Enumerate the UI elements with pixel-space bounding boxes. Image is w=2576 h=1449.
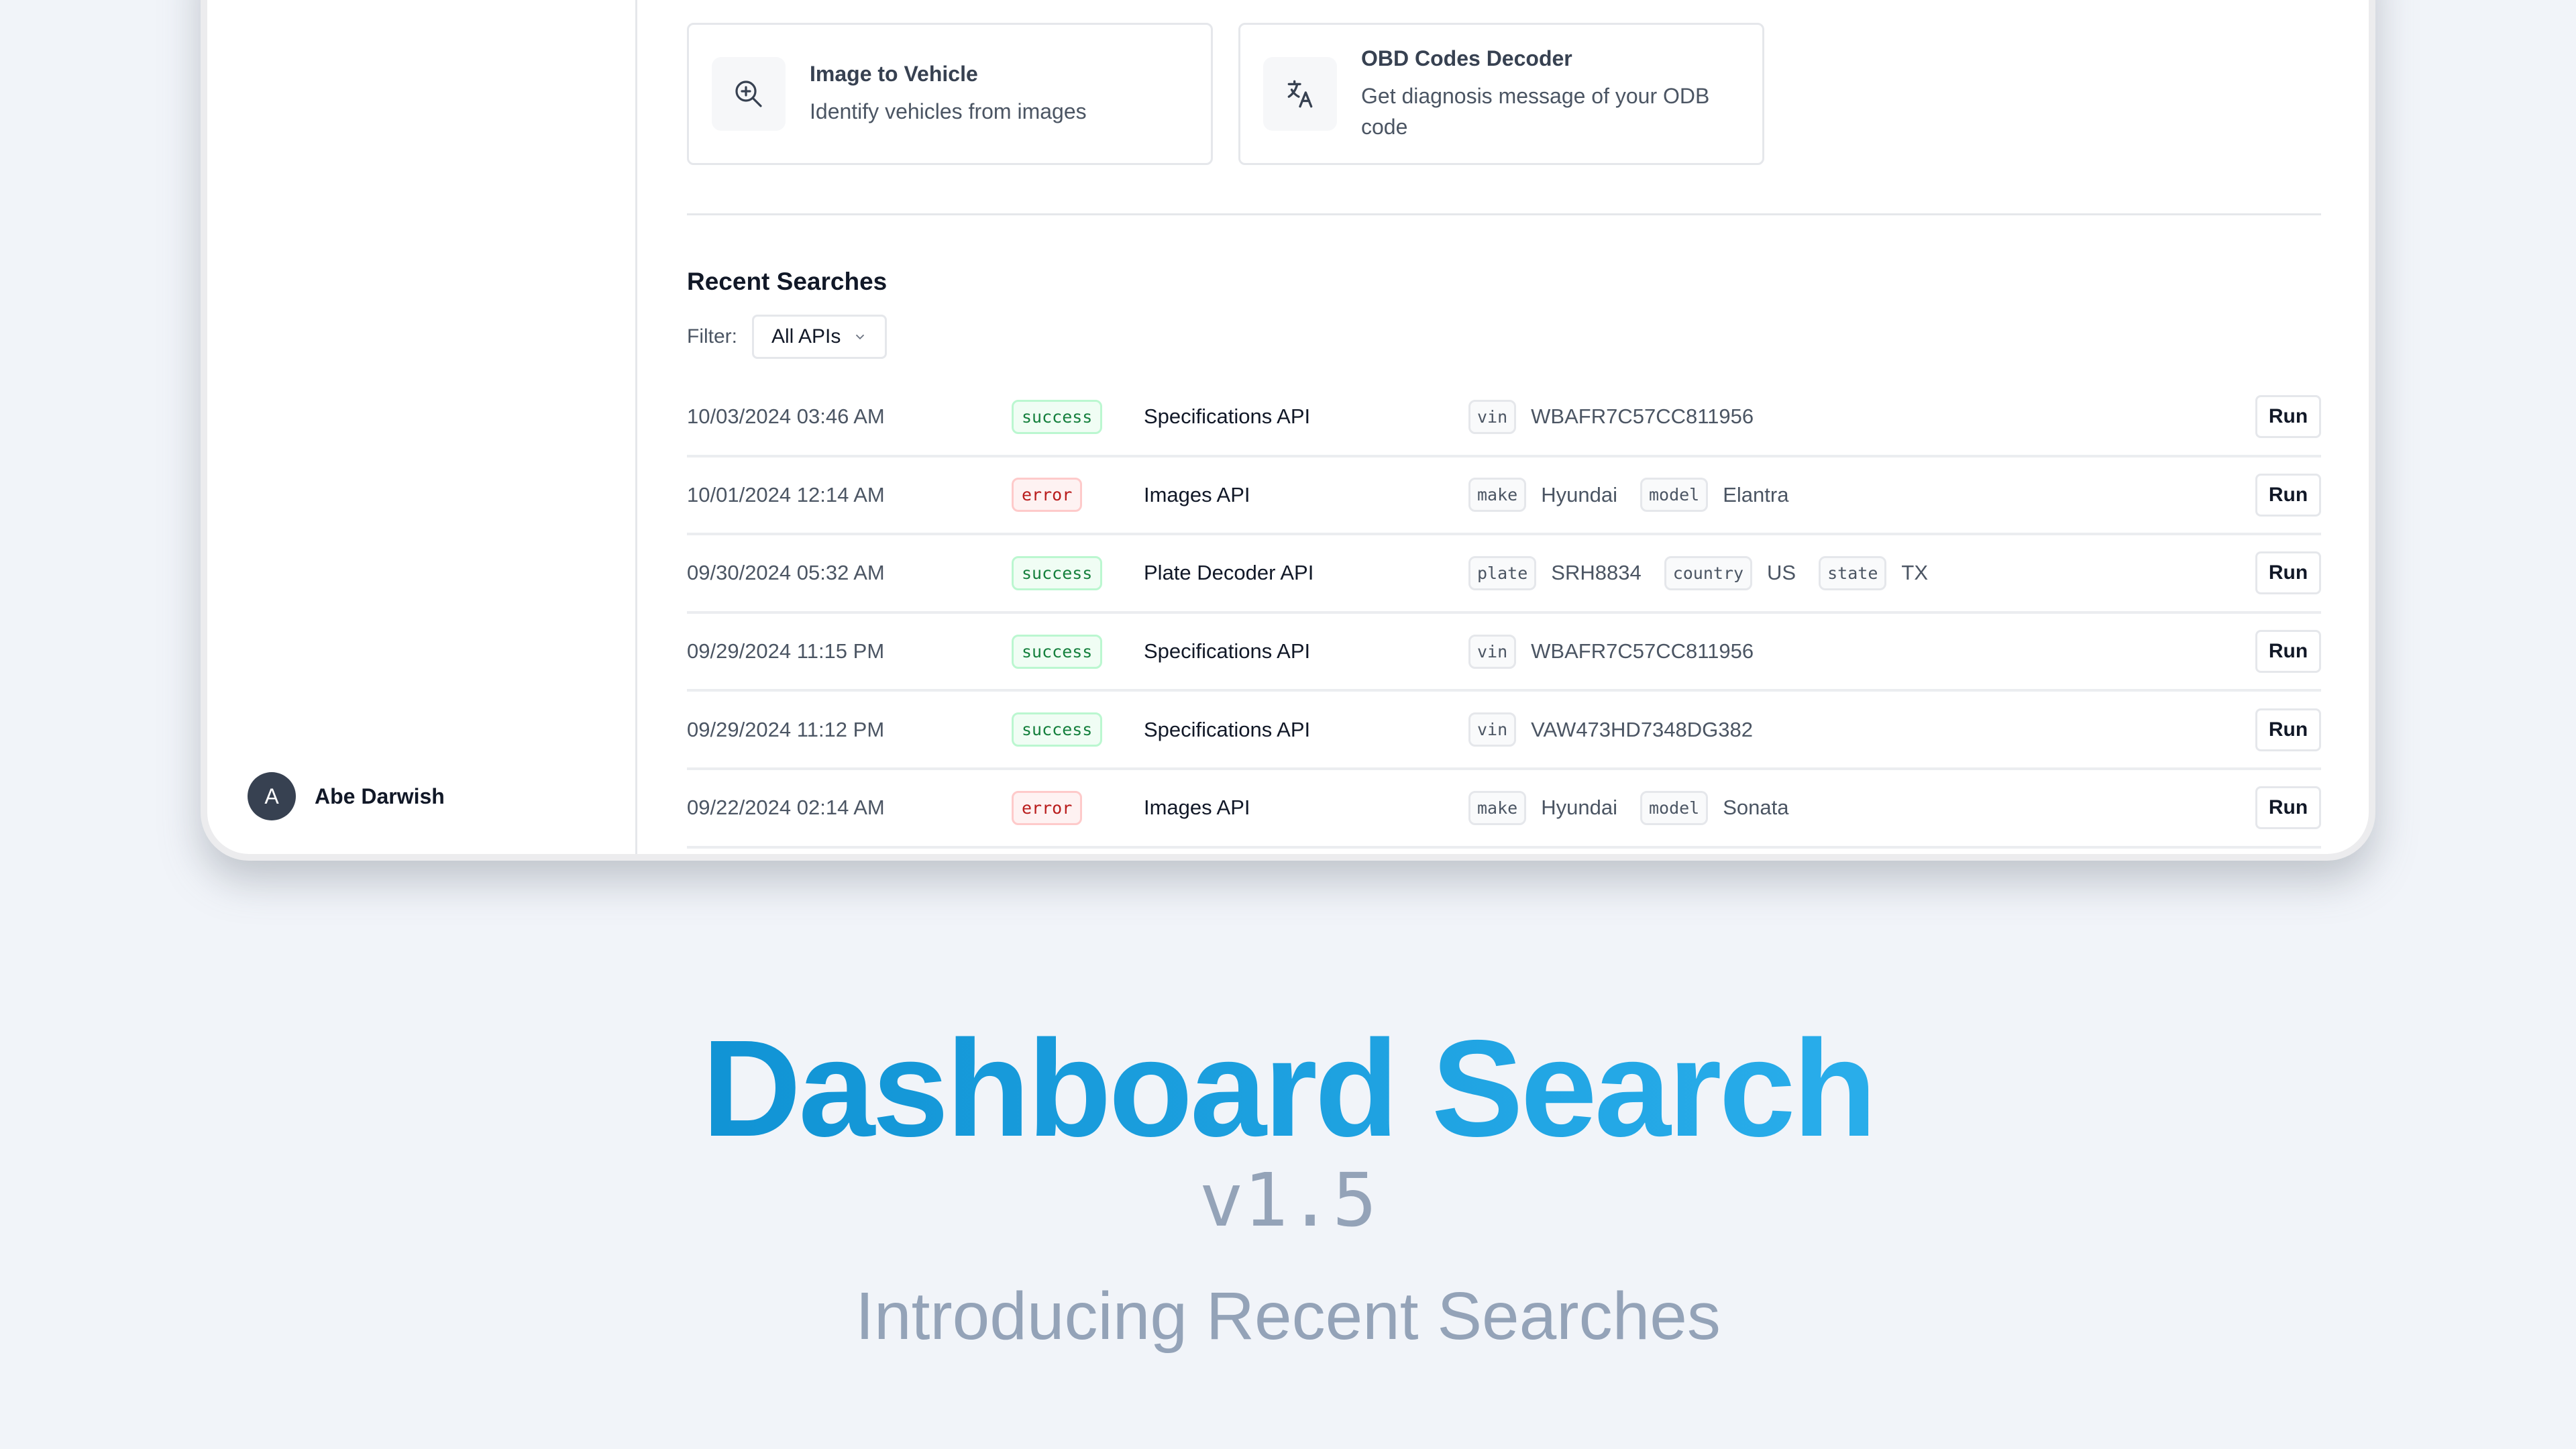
search-date: 10/01/2024 12:14 AM — [687, 482, 885, 506]
param-value: WBAFR7C57CC811956 — [1531, 405, 1754, 429]
api-name: Plate Decoder API — [1144, 561, 1314, 585]
filter-bar: Filter: All APIs — [687, 315, 2321, 359]
search-date: 09/22/2024 02:14 AM — [687, 796, 885, 820]
main-content: Image to Vehicle Identify vehicles from … — [687, 0, 2321, 849]
hero-subtitle: Introducing Recent Searches — [855, 1279, 1721, 1354]
run-button[interactable]: Run — [2255, 630, 2321, 674]
search-params: vin WBAFR7C57CC811956 — [1468, 399, 1762, 434]
search-date: 09/29/2024 11:15 PM — [687, 639, 885, 663]
avatar: A — [248, 772, 296, 820]
search-date: 09/29/2024 11:12 PM — [687, 717, 885, 741]
api-name: Specifications API — [1144, 717, 1311, 741]
param-value: Elantra — [1723, 482, 1789, 506]
param-value: WBAFR7C57CC811956 — [1531, 639, 1754, 663]
search-params: make Hyundai model Elantra — [1468, 478, 1796, 513]
translate-icon — [1263, 57, 1337, 131]
param-key: plate — [1468, 555, 1537, 590]
status-badge: success — [1012, 399, 1103, 434]
param-value: VAW473HD7348DG382 — [1531, 717, 1753, 741]
search-params: vin WBAFR7C57CC811956 — [1468, 634, 1762, 669]
version-label: v1.5 — [1199, 1157, 1377, 1243]
user-profile[interactable]: A Abe Darwish — [248, 772, 445, 820]
param-key: model — [1640, 790, 1709, 825]
table-row: 09/29/2024 11:12 PM success Specificatio… — [687, 692, 2321, 770]
run-button[interactable]: Run — [2255, 473, 2321, 517]
param-value: US — [1767, 561, 1796, 585]
param-key: state — [1819, 555, 1887, 590]
card-title: Image to Vehicle — [810, 61, 978, 86]
status-badge: success — [1012, 555, 1103, 590]
run-button[interactable]: Run — [2255, 551, 2321, 595]
user-name: Abe Darwish — [315, 784, 445, 808]
param-value: Hyundai — [1541, 796, 1617, 820]
divider — [687, 213, 2321, 215]
search-params: plate SRH8834 country US state TX — [1468, 555, 1936, 590]
search-date: 09/30/2024 05:32 AM — [687, 561, 885, 585]
param-value: Hyundai — [1541, 482, 1617, 506]
card-image-to-vehicle[interactable]: Image to Vehicle Identify vehicles from … — [687, 23, 1213, 165]
zoom-in-icon — [712, 57, 786, 131]
param-value: TX — [1901, 561, 1929, 585]
filter-label: Filter: — [687, 325, 737, 347]
param-key: vin — [1468, 399, 1517, 434]
param-key: vin — [1468, 712, 1517, 747]
search-params: vin VAW473HD7348DG382 — [1468, 712, 1761, 747]
run-button[interactable]: Run — [2255, 395, 2321, 439]
api-name: Specifications API — [1144, 639, 1311, 663]
run-button[interactable]: Run — [2255, 786, 2321, 830]
param-value: SRH8834 — [1551, 561, 1642, 585]
sidebar: A Abe Darwish — [207, 0, 637, 854]
card-description: Identify vehicles from images — [810, 99, 1087, 123]
chevron-down-icon — [856, 334, 865, 340]
card-title: OBD Codes Decoder — [1361, 46, 1572, 70]
param-key: model — [1640, 478, 1709, 513]
api-filter-select[interactable]: All APIs — [752, 315, 888, 359]
table-row: 10/01/2024 12:14 AM error Images API mak… — [687, 458, 2321, 536]
section-title: Recent Searches — [687, 268, 888, 295]
table-row: 09/22/2024 02:14 AM error Images API mak… — [687, 770, 2321, 849]
status-badge: success — [1012, 712, 1103, 747]
table-row: 09/30/2024 05:32 AM success Plate Decode… — [687, 535, 2321, 614]
card-description: Get diagnosis message of your ODB code — [1361, 83, 1710, 139]
recent-searches-list: 10/03/2024 03:46 AM success Specificatio… — [687, 379, 2321, 849]
api-name: Specifications API — [1144, 405, 1311, 429]
run-button[interactable]: Run — [2255, 708, 2321, 751]
search-date: 10/03/2024 03:46 AM — [687, 405, 885, 429]
app-window: A Abe Darwish Image to Vehicle Identify … — [201, 0, 2375, 861]
status-badge: error — [1012, 478, 1083, 513]
api-name: Images API — [1144, 482, 1250, 506]
status-badge: success — [1012, 634, 1103, 669]
param-key: vin — [1468, 634, 1517, 669]
api-name: Images API — [1144, 796, 1250, 820]
status-badge: error — [1012, 790, 1083, 825]
card-obd-decoder[interactable]: OBD Codes Decoder Get diagnosis message … — [1238, 23, 1764, 165]
param-key: make — [1468, 790, 1527, 825]
hero-title: Dashboard Search — [0, 1010, 2576, 1168]
param-key: country — [1664, 555, 1753, 590]
param-key: make — [1468, 478, 1527, 513]
table-row: 09/29/2024 11:15 PM success Specificatio… — [687, 614, 2321, 692]
filter-value: All APIs — [771, 325, 841, 347]
search-params: make Hyundai model Sonata — [1468, 790, 1797, 825]
param-value: Sonata — [1723, 796, 1789, 820]
table-row: 10/03/2024 03:46 AM success Specificatio… — [687, 379, 2321, 458]
